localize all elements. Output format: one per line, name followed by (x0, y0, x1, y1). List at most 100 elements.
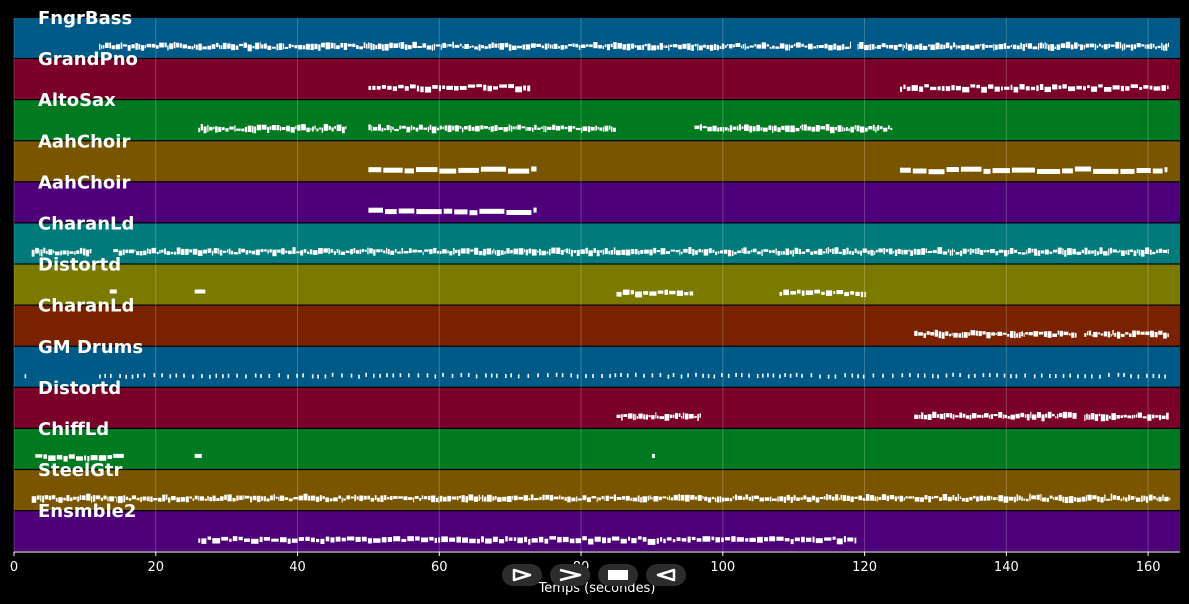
note-mark (803, 495, 807, 500)
note-mark (166, 251, 171, 255)
note-mark (271, 538, 279, 542)
note-mark (651, 45, 656, 51)
note-mark (909, 373, 911, 378)
note-mark (1062, 411, 1068, 419)
note-mark (549, 249, 551, 256)
note-mark (828, 494, 832, 500)
note-mark (236, 128, 241, 131)
note-mark (311, 374, 314, 379)
note-mark (712, 125, 717, 132)
note-mark (947, 496, 952, 502)
note-mark (491, 250, 493, 255)
note-mark (197, 250, 203, 256)
note-mark (924, 84, 929, 88)
note-mark (116, 496, 118, 503)
note-mark (768, 250, 772, 254)
rewind-button[interactable] (646, 564, 686, 586)
note-mark (695, 250, 698, 255)
note-mark (235, 45, 239, 50)
note-mark (1150, 43, 1153, 50)
note-mark (1037, 250, 1041, 256)
note-mark (627, 413, 633, 419)
note-mark (763, 249, 769, 252)
note-mark (245, 250, 249, 255)
note-mark (749, 537, 756, 542)
note-mark (448, 44, 452, 47)
note-mark (167, 45, 169, 51)
note-mark (945, 86, 951, 92)
note-mark (596, 250, 600, 257)
note-mark (800, 497, 803, 500)
play-button[interactable] (502, 564, 542, 586)
note-mark (1038, 331, 1044, 335)
note-mark (729, 125, 733, 132)
note-mark (66, 495, 70, 502)
note-mark (1117, 250, 1119, 254)
note-mark (1032, 46, 1038, 50)
note-mark (55, 251, 60, 256)
note-mark (118, 496, 123, 504)
note-mark (752, 126, 756, 132)
note-mark (663, 45, 665, 49)
note-mark (593, 248, 597, 253)
note-mark (238, 536, 243, 541)
note-mark (469, 46, 471, 49)
note-mark (181, 497, 186, 502)
note-mark (442, 249, 447, 254)
note-mark (387, 537, 392, 542)
note-mark (398, 42, 400, 48)
note-mark (1004, 86, 1010, 90)
note-mark (582, 495, 587, 501)
note-mark (496, 373, 498, 378)
note-mark (288, 43, 292, 49)
note-mark (382, 44, 384, 51)
note-mark (1116, 495, 1120, 501)
note-mark (1036, 494, 1040, 500)
note-mark (234, 125, 236, 132)
note-mark (625, 495, 630, 501)
stop-button[interactable] (598, 564, 638, 586)
track-label: SteelGtr (38, 460, 123, 481)
note-mark (496, 250, 501, 256)
note-mark (194, 44, 196, 49)
note-mark (512, 126, 515, 130)
note-mark (681, 538, 687, 542)
fast-forward-button[interactable] (550, 564, 590, 586)
note-mark (800, 125, 801, 129)
note-mark (980, 44, 982, 47)
note-mark (975, 248, 977, 254)
note-mark (195, 44, 198, 50)
note-mark (736, 537, 744, 542)
note-mark (708, 248, 712, 254)
note-mark (170, 251, 174, 255)
note-mark (970, 84, 976, 88)
note-mark (1026, 414, 1030, 421)
note-mark (796, 42, 801, 48)
note-mark (233, 252, 238, 255)
note-mark (1155, 46, 1157, 50)
note-mark (81, 495, 86, 500)
note-mark (510, 250, 513, 254)
note-mark (679, 249, 681, 256)
note-mark (300, 250, 304, 256)
note-mark (582, 536, 587, 541)
note-mark (48, 455, 56, 461)
note-mark (688, 247, 692, 254)
note-mark (831, 496, 835, 501)
note-mark (401, 538, 407, 542)
note-mark (114, 496, 116, 499)
note-mark (340, 42, 344, 48)
note-mark (439, 168, 457, 174)
note-mark (434, 374, 437, 379)
note-mark (523, 495, 529, 501)
note-mark (162, 494, 165, 502)
note-mark (745, 494, 749, 500)
x-tick-label: 0 (10, 560, 18, 575)
note-mark (849, 250, 852, 255)
note-mark (672, 539, 676, 543)
note-mark (829, 126, 835, 134)
note-mark (1036, 85, 1039, 92)
note-mark (431, 44, 433, 51)
note-mark (422, 251, 424, 256)
